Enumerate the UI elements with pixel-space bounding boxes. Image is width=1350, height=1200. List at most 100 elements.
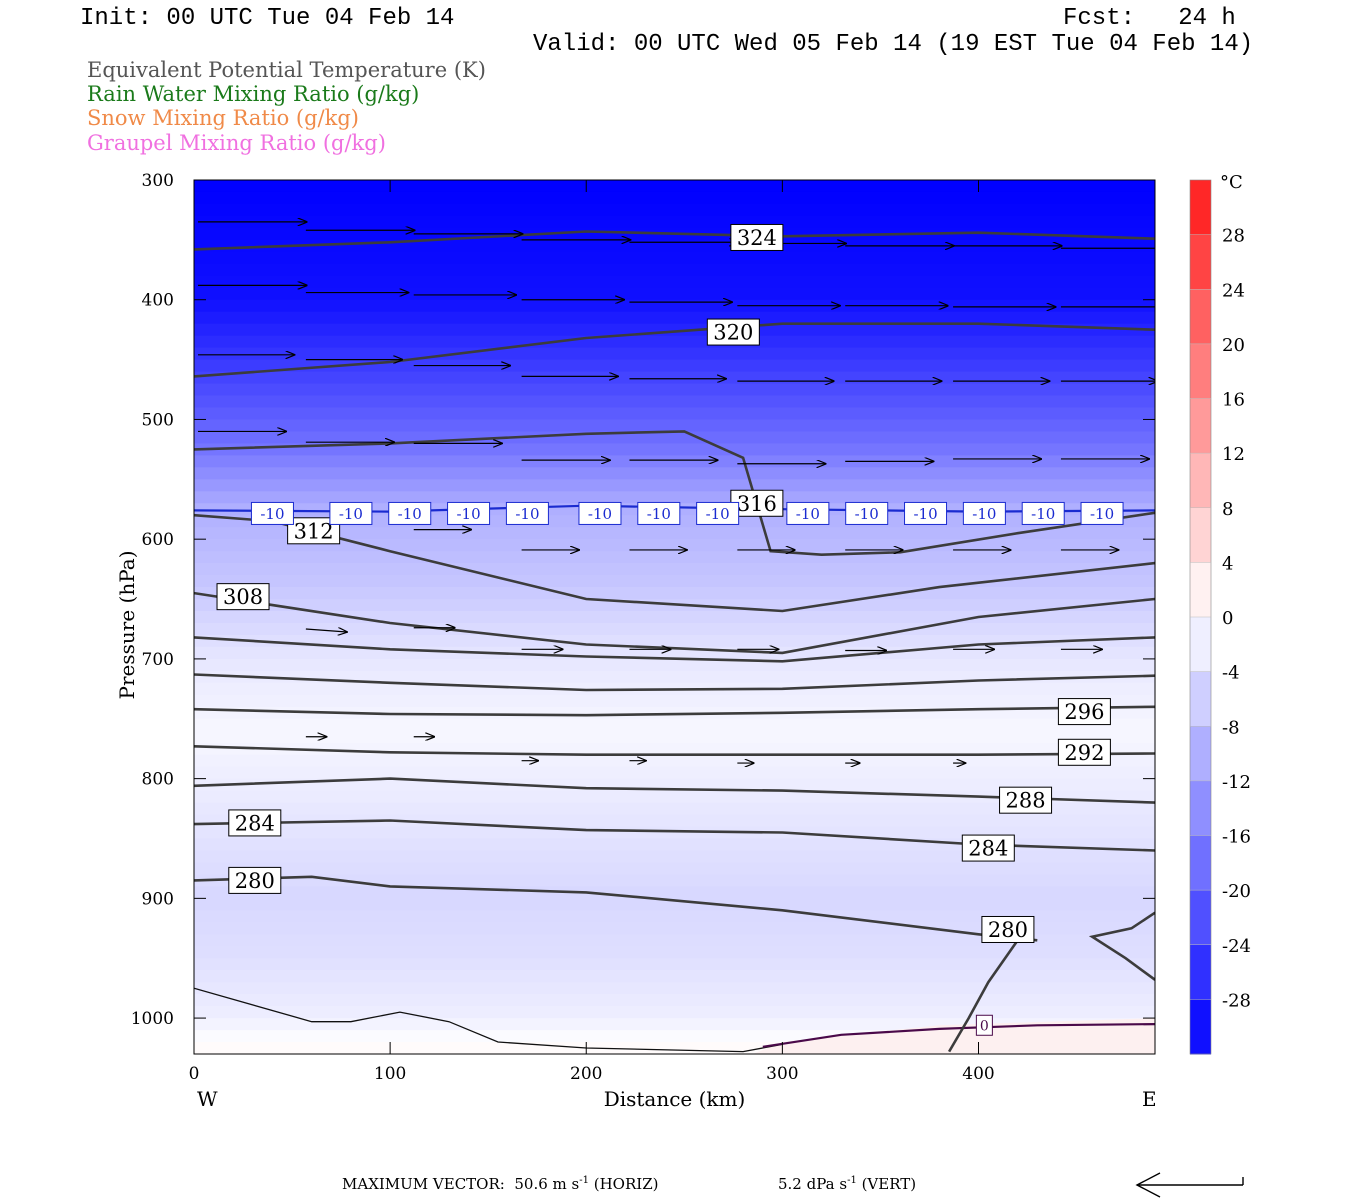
contour-label-box — [228, 809, 282, 837]
contour-label-text: 312 — [294, 519, 334, 543]
colorbar-swatch — [1190, 999, 1211, 1055]
temperature-band — [194, 203, 1155, 217]
contour-label-box — [1021, 501, 1065, 525]
contour-label-box — [505, 501, 549, 525]
temperature-band — [194, 551, 1155, 564]
x-axis-label: Distance (km) — [604, 1087, 746, 1111]
colorbar-tick-label: 12 — [1222, 444, 1245, 465]
theta-e-contour — [1088, 911, 1155, 981]
temperature-band — [194, 982, 1155, 995]
contour-label: -10 — [388, 501, 432, 525]
temperature-band — [194, 180, 1155, 193]
contour-label: 320 — [706, 318, 760, 346]
temperature-band — [194, 311, 1155, 325]
contour-label-box — [216, 583, 270, 611]
temperature-band — [194, 455, 1155, 468]
contour-label-box — [706, 318, 760, 346]
contour-label-text: 292 — [1064, 741, 1104, 765]
colorbar-swatch — [1190, 780, 1211, 836]
colorbar-tick-label: 4 — [1222, 553, 1233, 574]
temperature-band — [194, 215, 1155, 229]
colorbar-tick-label: 20 — [1222, 335, 1245, 356]
theta-e-contour — [194, 230, 1155, 251]
colorbar-tick-label: -20 — [1222, 881, 1251, 902]
x-tick-label: 100 — [374, 1064, 406, 1084]
theta-e-contour — [194, 591, 1155, 655]
contour-label-text: -10 — [647, 505, 671, 523]
temperature-band — [194, 1042, 1155, 1054]
contour-label: 296 — [1057, 698, 1111, 726]
colorbar-swatch — [1190, 617, 1211, 673]
contour-label-box — [696, 501, 740, 525]
temperature-band — [194, 850, 1155, 864]
contour-label: 284 — [228, 809, 282, 837]
contour-label-text: 296 — [1064, 700, 1104, 724]
contour-label-box — [447, 501, 491, 525]
forecast-hour: Fcst: 24 h — [1063, 5, 1236, 32]
contour-label: -10 — [637, 501, 681, 525]
contour-label-text: 280 — [235, 869, 275, 893]
contour-label-box — [1057, 698, 1111, 726]
contour-label-text: -10 — [588, 505, 612, 523]
colorbar-tick-label: -12 — [1222, 772, 1251, 793]
y-tick-label: 600 — [142, 530, 174, 550]
temperature-band — [194, 814, 1155, 828]
temperature-band — [194, 611, 1155, 624]
max-vector-vert: 5.2 dPa s-1 (VERT) — [778, 1175, 917, 1193]
contour-label-text: -10 — [706, 505, 730, 523]
y-tick-label: 1000 — [131, 1009, 174, 1029]
y-tick-label: 300 — [142, 171, 174, 191]
colorbar-tick-label: -8 — [1222, 717, 1240, 738]
contour-label-text: 284 — [235, 811, 275, 835]
contour-label-text: 0 — [980, 1018, 989, 1034]
contour-label-box — [578, 501, 622, 525]
contour-label-box — [250, 501, 294, 525]
contour-label-text: -10 — [1090, 505, 1114, 523]
contour-labels: 324 320 316 312 308 296 292 288 284 284 280 280 -10 -… — [216, 223, 1124, 1036]
contour-label-text: 316 — [737, 492, 777, 516]
temperature-band — [194, 886, 1155, 899]
valid-time: Valid: 00 UTC Wed 05 Feb 14 (19 EST Tue … — [533, 31, 1254, 58]
legend-theta-e: Equivalent Potential Temperature (K) — [87, 58, 486, 82]
colorbar-swatch — [1190, 234, 1211, 290]
temperature-band — [194, 862, 1155, 876]
temperature-band — [194, 826, 1155, 840]
temperature-band — [194, 299, 1155, 313]
temperature-band — [194, 371, 1155, 385]
temperature-band — [194, 491, 1155, 504]
colorbar-tick-label: 24 — [1222, 280, 1245, 301]
temperature-band — [194, 239, 1155, 253]
temperature-band — [194, 1018, 1155, 1031]
contour-label-box — [329, 501, 373, 525]
colorbar-swatch — [1190, 671, 1211, 727]
contour-label: -10 — [962, 501, 1006, 525]
contour-label-text: 324 — [737, 226, 777, 250]
temperature-band — [194, 1006, 1155, 1019]
contour-label-box — [961, 834, 1015, 862]
rain-water-contour — [762, 1023, 1155, 1048]
colorbar-tick-label: -28 — [1222, 990, 1251, 1011]
colorbar-swatch — [1190, 507, 1211, 563]
temperature-band — [194, 670, 1155, 684]
contour-label-box — [975, 1014, 993, 1036]
contour-label-box — [388, 501, 432, 525]
temperature-band — [194, 251, 1155, 265]
theta-e-contour — [194, 705, 1155, 717]
legend-graupel: Graupel Mixing Ratio (g/kg) — [87, 131, 386, 155]
contour-label-box — [904, 501, 948, 525]
temperature-band — [194, 275, 1155, 289]
temperature-band — [194, 994, 1155, 1007]
temperature-band — [194, 335, 1155, 349]
max-vector-horiz: MAXIMUM VECTOR: 50.6 m s-1 (HORIZ) — [342, 1175, 659, 1193]
colorbar-tick-label: -24 — [1222, 936, 1251, 957]
contour-label: 280 — [228, 866, 282, 894]
temperature-band — [194, 323, 1155, 337]
temperature-band — [194, 874, 1155, 887]
max-vector-arrow — [1135, 1172, 1244, 1198]
contour-label: -10 — [329, 501, 373, 525]
contour-label-box — [845, 501, 889, 525]
contour-label-text: -10 — [515, 505, 539, 523]
contour-label-text: -10 — [913, 505, 937, 523]
contour-label: -10 — [578, 501, 622, 525]
contour-label-text: 280 — [988, 918, 1028, 942]
